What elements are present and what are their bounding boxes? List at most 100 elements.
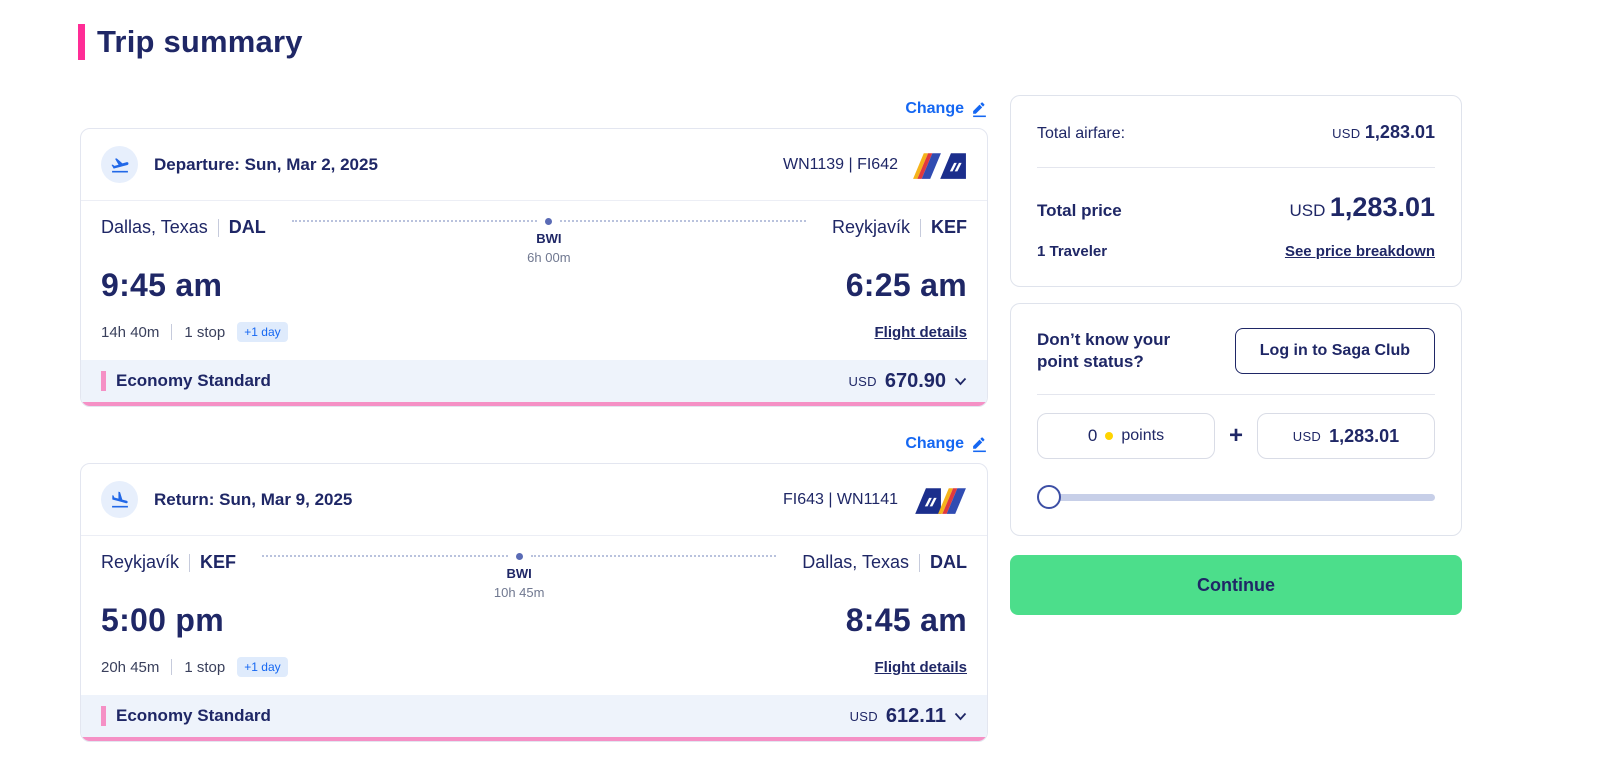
inbound-path-line — [262, 550, 777, 562]
outbound-stop-duration: 6h 00m — [527, 250, 571, 265]
inbound-route-row: Reykjavík KEF BWI 10h 45m Dallas, Texas — [101, 550, 967, 600]
outbound-meta-row: 14h 40m 1 stop +1 day Flight details — [101, 322, 967, 342]
dotted-line — [560, 220, 806, 222]
inbound-meta-row: 20h 45m 1 stop +1 day Flight details — [101, 657, 967, 677]
total-price-currency: USD — [1289, 201, 1326, 220]
outbound-flight-numbers: WN1139 | FI642 — [782, 155, 898, 173]
outbound-plus-day-badge: +1 day — [237, 322, 288, 342]
fare-accent-bar — [101, 371, 106, 391]
outbound-duration-stops: 14h 40m 1 stop +1 day — [101, 322, 288, 342]
traveler-row: 1 Traveler See price breakdown — [1037, 243, 1435, 260]
outbound-fare-row[interactable]: Economy Standard USD 670.90 — [81, 360, 987, 406]
point-status-question: Don’t know your point status? — [1037, 329, 1171, 371]
divider — [189, 553, 191, 572]
outbound-card-header: Departure: Sun, Mar 2, 2025 WN1139 | FI6… — [81, 129, 987, 201]
inbound-dest-code: DAL — [930, 552, 967, 572]
flight-landing-icon — [101, 481, 138, 518]
inbound-destination: Dallas, Texas DAL — [802, 550, 967, 573]
total-price-value: USD 1,283.01 — [1290, 192, 1435, 223]
chevron-down-icon — [954, 377, 967, 385]
points-split-row: 0 points + USD 1,283.01 — [1037, 413, 1435, 459]
cash-amount-box[interactable]: USD 1,283.01 — [1256, 413, 1435, 459]
inbound-flight-path: BWI 10h 45m — [236, 550, 802, 600]
inbound-fare-price[interactable]: USD 612.11 — [850, 705, 967, 728]
outbound-flight-details-link[interactable]: Flight details — [874, 323, 967, 341]
inbound-flight-details-link[interactable]: Flight details — [874, 658, 967, 676]
airfare-currency: USD — [1332, 126, 1361, 141]
inbound-card-body: Reykjavík KEF BWI 10h 45m Dallas, Texas — [81, 536, 987, 695]
southwest-tail-logo — [938, 487, 966, 514]
points-amount-box[interactable]: 0 points — [1037, 413, 1215, 459]
points-value: 0 — [1087, 426, 1098, 445]
inbound-change-link[interactable]: Change — [905, 435, 988, 453]
inbound-header-right: FI643 | WN1141 — [783, 485, 967, 515]
points-dot-icon — [1105, 432, 1114, 440]
outbound-total-duration: 14h 40m — [101, 323, 160, 341]
page-title-block: Trip summary — [78, 24, 303, 60]
divider — [1037, 167, 1435, 168]
airfare-amount: 1,283.01 — [1364, 122, 1435, 142]
outbound-depart-time: 9:45 am — [101, 267, 223, 303]
cash-currency: USD — [1292, 428, 1322, 444]
outbound-flight-card: Departure: Sun, Mar 2, 2025 WN1139 | FI6… — [80, 128, 988, 407]
page-title: Trip summary — [97, 24, 303, 59]
traveler-count: 1 Traveler — [1037, 243, 1108, 260]
price-summary-column: Total airfare: USD 1,283.01 Total price … — [1010, 95, 1462, 615]
points-top-row: Don’t know your point status? Log in to … — [1037, 328, 1435, 374]
outbound-route-row: Dallas, Texas DAL BWI 6h 00m Reykjavík — [101, 215, 967, 265]
outbound-path-line — [291, 215, 806, 227]
inbound-origin-code: KEF — [200, 552, 237, 572]
outbound-stop-code: BWI — [536, 231, 562, 246]
pencil-icon — [973, 436, 986, 452]
outbound-dest-city: Reykjavík — [831, 217, 910, 237]
points-slider-track[interactable] — [1037, 493, 1435, 501]
points-label: points — [1121, 427, 1165, 444]
dotted-line — [291, 220, 538, 222]
outbound-fare-left: Economy Standard — [101, 371, 271, 391]
inbound-stop-code: BWI — [506, 566, 532, 581]
inbound-fare-row[interactable]: Economy Standard USD 612.11 — [81, 695, 987, 741]
outbound-header-right: WN1139 | FI642 — [783, 150, 967, 180]
outbound-fare-currency: USD — [848, 373, 877, 389]
inbound-change-row: Change — [80, 431, 988, 457]
inbound-fare-left: Economy Standard — [101, 706, 271, 726]
divider — [171, 324, 173, 340]
outbound-change-link[interactable]: Change — [905, 100, 988, 118]
outbound-destination: Reykjavík KEF — [832, 215, 967, 238]
total-price-row: Total price USD 1,283.01 — [1037, 192, 1435, 223]
icelandair-tail-logo — [915, 487, 941, 514]
icelandair-tail-logo — [940, 152, 966, 179]
title-accent-bar — [78, 24, 85, 60]
inbound-arrive-time: 8:45 am — [845, 602, 967, 638]
continue-button[interactable]: Continue — [1010, 555, 1462, 615]
inbound-stops: 1 stop — [184, 658, 226, 676]
fare-accent-bar — [101, 706, 106, 726]
inbound-dest-city: Dallas, Texas — [802, 552, 909, 572]
divider — [217, 218, 219, 237]
inbound-fare-name: Economy Standard — [116, 706, 271, 725]
outbound-fare-name: Economy Standard — [116, 371, 271, 390]
divider — [1037, 394, 1435, 395]
inbound-plus-day-badge: +1 day — [237, 657, 288, 677]
total-price-amount: 1,283.01 — [1329, 192, 1435, 222]
points-card: Don’t know your point status? Log in to … — [1010, 303, 1462, 536]
cash-amount: 1,283.01 — [1329, 425, 1400, 446]
price-breakdown-link[interactable]: See price breakdown — [1284, 243, 1435, 260]
outbound-fare-price[interactable]: USD 670.90 — [848, 370, 967, 393]
stop-dot — [545, 217, 553, 225]
plus-sign: + — [1228, 422, 1243, 449]
points-slider-thumb[interactable] — [1037, 485, 1061, 509]
outbound-date-label: Departure: Sun, Mar 2, 2025 — [154, 154, 378, 174]
outbound-dest-code: KEF — [931, 217, 967, 237]
saga-club-login-button[interactable]: Log in to Saga Club — [1234, 328, 1435, 374]
inbound-flight-numbers: FI643 | WN1141 — [782, 490, 898, 508]
outbound-change-row: Change — [80, 96, 988, 122]
points-slider — [1037, 485, 1435, 509]
outbound-origin-code: DAL — [228, 217, 266, 237]
inbound-stop-duration: 10h 45m — [493, 585, 545, 600]
airfare-row: Total airfare: USD 1,283.01 — [1037, 122, 1435, 143]
outbound-change-label: Change — [905, 100, 964, 117]
inbound-total-duration: 20h 45m — [101, 658, 160, 676]
southwest-tail-logo — [913, 152, 941, 179]
inbound-card-header: Return: Sun, Mar 9, 2025 FI643 | WN1141 — [81, 464, 987, 536]
